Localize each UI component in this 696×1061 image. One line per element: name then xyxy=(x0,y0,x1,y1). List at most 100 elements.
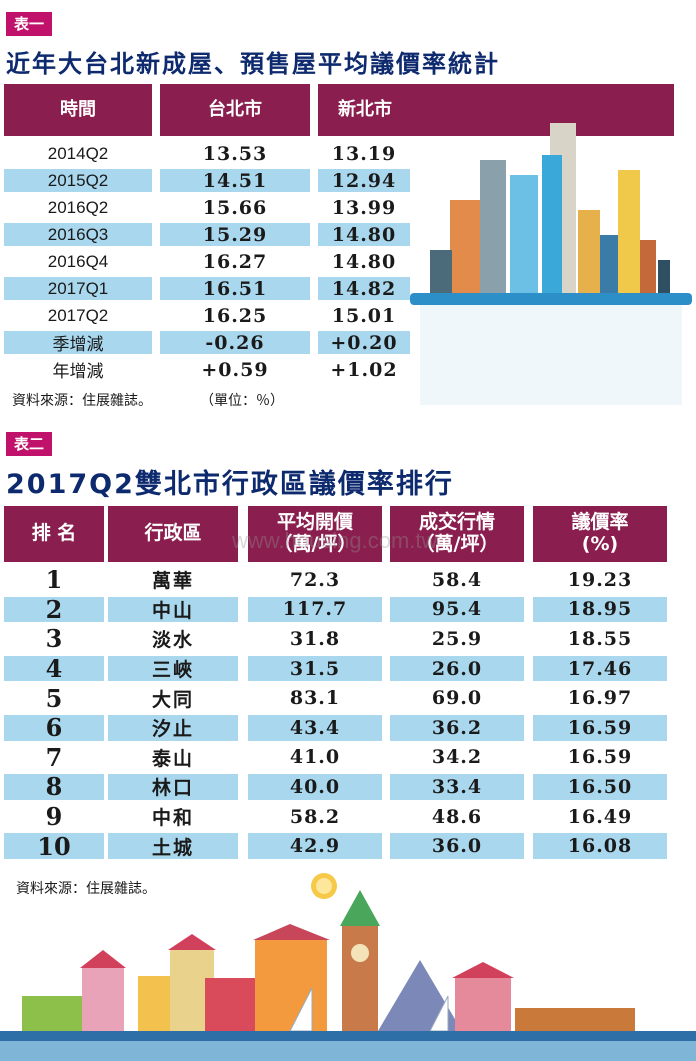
city-skyline-illustration xyxy=(410,123,692,405)
row-band xyxy=(4,715,104,741)
table2-cell-rate: 18.95 xyxy=(567,598,633,621)
table1-cell-newtaipei: 13.99 xyxy=(331,196,397,219)
table1-tag: 表一 xyxy=(6,12,53,36)
table2-cell-ask: 40.0 xyxy=(289,775,341,798)
table2-cell-ask: 31.8 xyxy=(289,627,341,650)
table2-cell-district: 淡水 xyxy=(151,629,194,652)
table2-cell-district: 泰山 xyxy=(151,747,194,770)
row-band xyxy=(108,774,238,800)
table1-cell-newtaipei: +0.20 xyxy=(330,331,398,354)
table2-cell-rate: 16.49 xyxy=(567,805,633,828)
row-band xyxy=(4,774,104,800)
row-band xyxy=(248,833,382,859)
row-band xyxy=(390,715,524,741)
table2-cell-deal: 48.6 xyxy=(431,805,483,828)
table1-cell-newtaipei: 12.94 xyxy=(331,169,397,192)
row-band xyxy=(248,715,382,741)
table2-cell-district: 中和 xyxy=(151,807,194,830)
row-band xyxy=(533,655,667,682)
table1-cell-newtaipei: 13.19 xyxy=(331,142,397,165)
table2-cell-ask: 72.3 xyxy=(289,568,341,591)
table2-cell-rate: 16.50 xyxy=(567,775,633,798)
row-band xyxy=(390,833,524,859)
row-band xyxy=(248,596,382,623)
table1-cell-period: 2016Q3 xyxy=(47,224,109,244)
table2-cell-deal: 36.0 xyxy=(431,835,483,858)
table2-cell-deal: 69.0 xyxy=(431,687,483,710)
row-band xyxy=(533,715,667,741)
row-band xyxy=(108,596,238,623)
row-band xyxy=(4,277,152,300)
table2-cell-deal: 58.4 xyxy=(431,568,483,591)
table2-cell-ask: 117.7 xyxy=(282,598,348,621)
table2-source: 資料來源：住展雜誌。 xyxy=(16,881,156,897)
row-band xyxy=(160,223,310,246)
table1-title: 近年大台北新成屋、預售屋平均議價率統計 xyxy=(6,50,500,78)
table2-cell-rate: 16.59 xyxy=(567,746,633,769)
table2-header-cell: 議價率 (%) xyxy=(533,506,667,562)
row-band xyxy=(390,596,524,623)
table1-cell-newtaipei: 14.80 xyxy=(331,250,397,273)
table2-cell-rank: 6 xyxy=(45,713,63,743)
table2-cell-rank: 2 xyxy=(45,594,63,624)
table2-cell-ask: 41.0 xyxy=(289,746,341,769)
row-band xyxy=(4,169,152,192)
table2-cell-ask: 42.9 xyxy=(289,835,341,858)
table1-cell-period: 2017Q2 xyxy=(47,305,109,325)
row-band xyxy=(318,223,410,246)
row-band xyxy=(4,833,104,859)
table1-cell-period: 季增減 xyxy=(52,335,104,354)
table1-source: 資料來源：住展雜誌。 xyxy=(12,393,152,409)
table1-cell-period: 2017Q1 xyxy=(47,278,109,298)
table2-cell-rank: 1 xyxy=(45,565,63,595)
row-band xyxy=(390,774,524,800)
table2-cell-rate: 16.08 xyxy=(567,835,633,858)
row-band xyxy=(390,655,524,682)
table2-cell-rate: 18.55 xyxy=(567,627,633,650)
table1-cell-newtaipei: +1.02 xyxy=(330,358,398,381)
row-band xyxy=(160,169,310,192)
table2-cell-rank: 10 xyxy=(37,831,71,861)
table1-cell-taipei: 16.51 xyxy=(202,277,268,300)
table1-cell-taipei: +0.59 xyxy=(201,358,269,381)
table2-tag: 表二 xyxy=(6,432,53,456)
watermark-text: www.housing.com.tw xyxy=(232,528,438,553)
town-illustration xyxy=(0,873,696,1061)
row-band xyxy=(248,655,382,682)
table2-cell-district: 汐止 xyxy=(151,718,194,741)
table1-cell-period: 年增減 xyxy=(52,362,104,381)
row-band xyxy=(4,331,152,354)
table2-cell-rate: 16.97 xyxy=(567,687,633,710)
table2-cell-deal: 25.9 xyxy=(431,627,483,650)
row-band xyxy=(108,655,238,682)
table2-cell-deal: 26.0 xyxy=(431,657,483,680)
row-band xyxy=(318,169,410,192)
table2-cell-ask: 43.4 xyxy=(289,716,341,739)
table2-cell-rank: 5 xyxy=(45,683,63,713)
table2-cell-ask: 83.1 xyxy=(289,687,341,710)
table2-cell-rank: 7 xyxy=(45,742,63,772)
row-band xyxy=(160,331,310,354)
table2-cell-rank: 8 xyxy=(45,772,63,802)
table2-cell-deal: 33.4 xyxy=(431,775,483,798)
table2-cell-rank: 4 xyxy=(45,654,63,684)
table2-cell-district: 萬華 xyxy=(151,570,194,593)
table2-header-cell: 排 名 xyxy=(4,506,104,562)
row-band xyxy=(4,223,152,246)
table2-cell-deal: 34.2 xyxy=(431,746,483,769)
table2-cell-rank: 9 xyxy=(45,802,63,832)
row-band xyxy=(318,277,410,300)
table2-header-cell: 成交行情 （萬/坪） xyxy=(390,506,524,562)
table2-cell-district: 土城 xyxy=(151,836,194,859)
row-band xyxy=(108,833,238,859)
table1-header-cell: 新北市 xyxy=(318,84,674,136)
table1-unit: （單位：％） xyxy=(200,393,284,409)
table1-header-cell: 台北市 xyxy=(160,84,310,136)
table2-cell-deal: 36.2 xyxy=(431,716,483,739)
table2-header-cell: 行政區 xyxy=(108,506,238,562)
table1-cell-newtaipei: 15.01 xyxy=(331,304,397,327)
table2-cell-rank: 3 xyxy=(45,624,63,654)
table2-cell-rate: 17.46 xyxy=(567,657,633,680)
table1-cell-taipei: 15.66 xyxy=(202,196,268,219)
table1-cell-period: 2014Q2 xyxy=(47,143,109,163)
